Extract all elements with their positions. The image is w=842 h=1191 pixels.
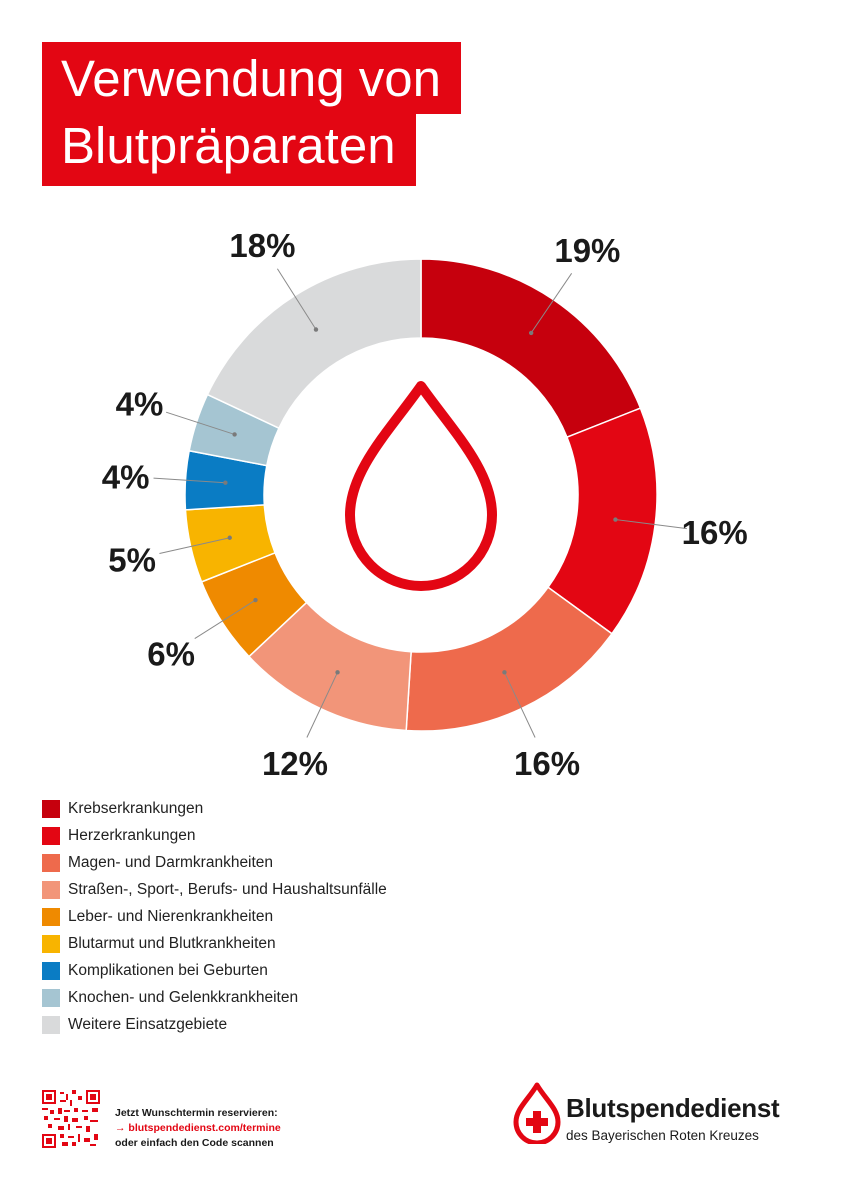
leader-line bbox=[530, 273, 573, 334]
logo-subtitle: des Bayerischen Roten Kreuzes bbox=[566, 1128, 759, 1143]
qr-code-icon bbox=[42, 1090, 100, 1148]
leader-dot bbox=[313, 327, 319, 332]
leader-line bbox=[306, 672, 338, 738]
legend-label: Weitere Einsatzgebiete bbox=[68, 1015, 228, 1033]
leader-dot bbox=[335, 670, 340, 675]
qr-code[interactable] bbox=[42, 1090, 100, 1148]
title-line-2: Blutpräparaten bbox=[42, 114, 416, 186]
percent-label: 18% bbox=[229, 227, 295, 264]
legend-swatch bbox=[42, 880, 60, 899]
legend-label: Herzerkrankungen bbox=[68, 826, 196, 844]
legend-label: Blutarmut und Blutkrankheiten bbox=[68, 934, 276, 952]
legend-item: Blutarmut und Blutkrankheiten bbox=[42, 930, 642, 957]
percent-label: 12% bbox=[262, 745, 328, 782]
donut-slice bbox=[420, 258, 642, 439]
percent-label: 6% bbox=[147, 636, 195, 673]
legend-swatch bbox=[42, 988, 60, 1007]
legend-label: Komplikationen bei Geburten bbox=[68, 961, 268, 979]
legend-swatch bbox=[42, 907, 60, 926]
donut-slice bbox=[206, 258, 422, 430]
legend-item: Krebserkrankungen bbox=[42, 795, 642, 822]
legend-item: Magen- und Darmkrankheiten bbox=[42, 849, 642, 876]
legend-item: Knochen- und Gelenkkrankheiten bbox=[42, 984, 642, 1011]
percent-label: 4% bbox=[116, 386, 164, 423]
footer-text: Jetzt Wunschtermin reservieren: → blutsp… bbox=[115, 1106, 281, 1151]
logo-name: Blutspendedienst bbox=[566, 1093, 780, 1123]
blood-drop-cross-icon bbox=[513, 1082, 561, 1144]
legend-item: Komplikationen bei Geburten bbox=[42, 957, 642, 984]
leader-dot bbox=[232, 432, 237, 437]
percent-label: 5% bbox=[108, 542, 156, 579]
leader-line bbox=[615, 519, 687, 530]
leader-dot bbox=[253, 597, 258, 603]
leader-dot bbox=[528, 330, 534, 336]
leader-line bbox=[194, 599, 256, 640]
legend-label: Krebserkrankungen bbox=[68, 799, 204, 817]
legend-item: Weitere Einsatzgebiete bbox=[42, 1011, 642, 1038]
leader-line bbox=[276, 268, 317, 330]
footer-link[interactable]: → blutspendedienst.com/termine bbox=[115, 1122, 281, 1134]
legend-item: Leber- und Nierenkrankheiten bbox=[42, 903, 642, 930]
title-line-1: Verwendung von bbox=[42, 42, 461, 114]
leader-dot bbox=[502, 670, 507, 675]
legend-label: Knochen- und Gelenkkrankheiten bbox=[68, 988, 299, 1006]
leader-dot bbox=[223, 480, 228, 485]
leader-dot bbox=[613, 517, 618, 522]
footer-line-3: oder einfach den Code scannen bbox=[115, 1137, 274, 1149]
legend-swatch bbox=[42, 1015, 60, 1034]
leader-dot bbox=[227, 535, 232, 540]
footer-line-1: Jetzt Wunschtermin reservieren: bbox=[115, 1107, 278, 1119]
percent-label: 16% bbox=[514, 745, 580, 782]
percent-label: 19% bbox=[554, 232, 620, 269]
legend-swatch bbox=[42, 799, 60, 818]
legend-label: Magen- und Darmkrankheiten bbox=[68, 853, 274, 871]
blood-drop-icon bbox=[345, 381, 497, 591]
leader-line bbox=[165, 411, 235, 435]
legend-label: Leber- und Nierenkrankheiten bbox=[68, 907, 274, 925]
percent-label: 16% bbox=[682, 514, 748, 551]
legend-item: Straßen-, Sport-, Berufs- und Haushaltsu… bbox=[42, 876, 642, 903]
legend-swatch bbox=[42, 826, 60, 845]
legend-item: Herzerkrankungen bbox=[42, 822, 642, 849]
legend-label: Straßen-, Sport-, Berufs- und Haushaltsu… bbox=[68, 880, 387, 898]
legend-swatch bbox=[42, 934, 60, 953]
leader-line bbox=[159, 537, 230, 554]
leader-line bbox=[153, 477, 226, 484]
legend: Krebserkrankungen Herzerkrankungen Magen- … bbox=[42, 795, 642, 1038]
brk-logo: Blutspendedienst des Bayerischen Roten K… bbox=[512, 1082, 812, 1152]
legend-swatch bbox=[42, 961, 60, 980]
legend-swatch bbox=[42, 853, 60, 872]
percent-label: 4% bbox=[102, 458, 150, 495]
donut-chart: 19% 16% 16% 12% 6% 5% 4% 4% 18% bbox=[102, 227, 748, 782]
leader-line bbox=[504, 672, 536, 738]
